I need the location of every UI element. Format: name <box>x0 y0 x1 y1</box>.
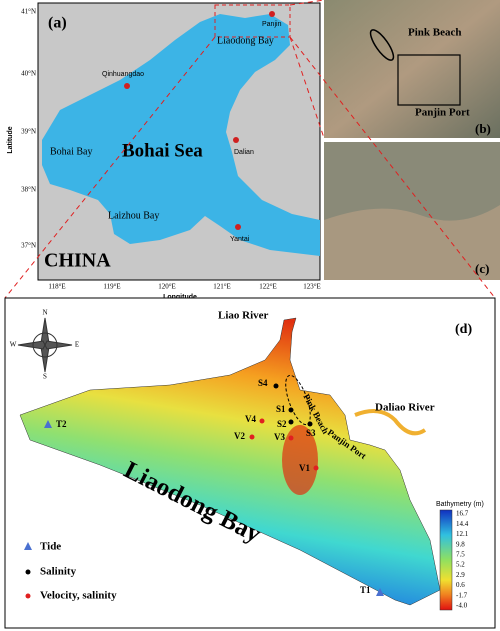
water <box>324 205 500 280</box>
legend-label: Salinity <box>40 566 77 578</box>
city-dot <box>235 224 241 230</box>
y-tick-label: 41°N <box>21 8 36 16</box>
station-label: T1 <box>360 585 371 595</box>
satellite-image <box>324 0 500 138</box>
y-tick-label: 37°N <box>21 242 36 250</box>
place: Bohai Bay <box>50 146 93 157</box>
station-label: V4 <box>245 414 256 424</box>
compass-label: N <box>42 309 47 317</box>
tide-station <box>376 588 384 596</box>
x-axis-label: Longitude <box>163 294 197 301</box>
panel-label: (b) <box>475 121 491 136</box>
colorbar-label: -4.0 <box>456 602 468 610</box>
place: CHINA <box>44 250 111 272</box>
bathymetry <box>19 317 441 606</box>
place: Liaodong Bay <box>217 35 274 46</box>
station-label: V2 <box>234 431 245 441</box>
colorbar-label: 14.4 <box>456 520 469 528</box>
x-tick-label: 120°E <box>158 283 176 291</box>
legend-symbol <box>25 593 31 599</box>
panel-label: (c) <box>475 261 489 276</box>
y-axis-label: Latitude <box>7 126 14 153</box>
colorbar-label: 7.5 <box>456 550 465 558</box>
compass-label: S <box>43 373 47 381</box>
place: Panjin <box>262 21 282 28</box>
compass-label: E <box>75 341 79 349</box>
x-tick-label: 122°E <box>259 283 277 291</box>
station-label: V1 <box>299 463 310 473</box>
zoom-box <box>214 4 291 38</box>
x-tick-label: 119°E <box>103 283 120 291</box>
station-label: S4 <box>258 378 268 388</box>
y-tick-label: 38°N <box>21 186 36 194</box>
station-label: V3 <box>274 432 285 442</box>
x-tick-label: 121°E <box>213 283 231 291</box>
station-label: T2 <box>56 419 67 429</box>
y-tick-label: 39°N <box>21 128 36 136</box>
y-tick-label: 40°N <box>21 70 36 78</box>
x-tick-label: 123°E <box>303 283 321 291</box>
station-label: S1 <box>276 404 286 414</box>
city-dot <box>233 137 239 143</box>
colorbar-label: -1.7 <box>456 591 468 599</box>
station-label: S3 <box>306 428 316 438</box>
tide-station <box>44 420 52 428</box>
legend-label: Tide <box>40 541 61 553</box>
velocity-stations <box>249 418 319 471</box>
x-tick-label: 118°E <box>48 283 65 291</box>
pink-beach-outline <box>285 374 311 426</box>
legend-symbol <box>25 569 31 575</box>
place: Pink Beach <box>408 27 461 39</box>
legend-symbol <box>24 542 32 550</box>
sea <box>42 14 320 256</box>
colorbar-label: 2.9 <box>456 571 465 579</box>
port-box <box>397 54 461 106</box>
salinity-stations <box>273 383 313 427</box>
panel-label: (d) <box>455 322 472 337</box>
colorbar-label: 16.7 <box>456 510 469 518</box>
colorbar-label: 9.8 <box>456 540 465 548</box>
river <box>354 409 427 436</box>
city-dot <box>269 11 275 17</box>
connector <box>4 0 496 299</box>
place: Yantai <box>230 236 250 243</box>
station-label: S2 <box>277 419 287 429</box>
pink-beach-outline <box>369 29 395 61</box>
colorbar <box>439 509 453 611</box>
compass-label: W <box>10 341 17 349</box>
compass <box>17 317 73 373</box>
panel-label: (a) <box>48 15 67 32</box>
place: Panjin Port <box>415 107 470 119</box>
city-dot <box>124 83 130 89</box>
place: Daliao River <box>375 402 435 414</box>
place: Dalian <box>234 149 254 156</box>
colorbar-label: 5.2 <box>456 561 465 569</box>
deep-channel <box>282 425 318 495</box>
place: Qinhuangdao <box>102 71 144 78</box>
place: Liao River <box>218 310 269 322</box>
colorbar-label: 0.6 <box>456 581 465 589</box>
colorbar-label: 12.1 <box>456 530 469 538</box>
place: Bohai Sea <box>122 140 203 161</box>
colorbar-title: Bathymetry (m) <box>436 501 484 508</box>
place: Laizhou Bay <box>108 210 159 221</box>
legend-label: Velocity, salinity <box>40 590 117 602</box>
